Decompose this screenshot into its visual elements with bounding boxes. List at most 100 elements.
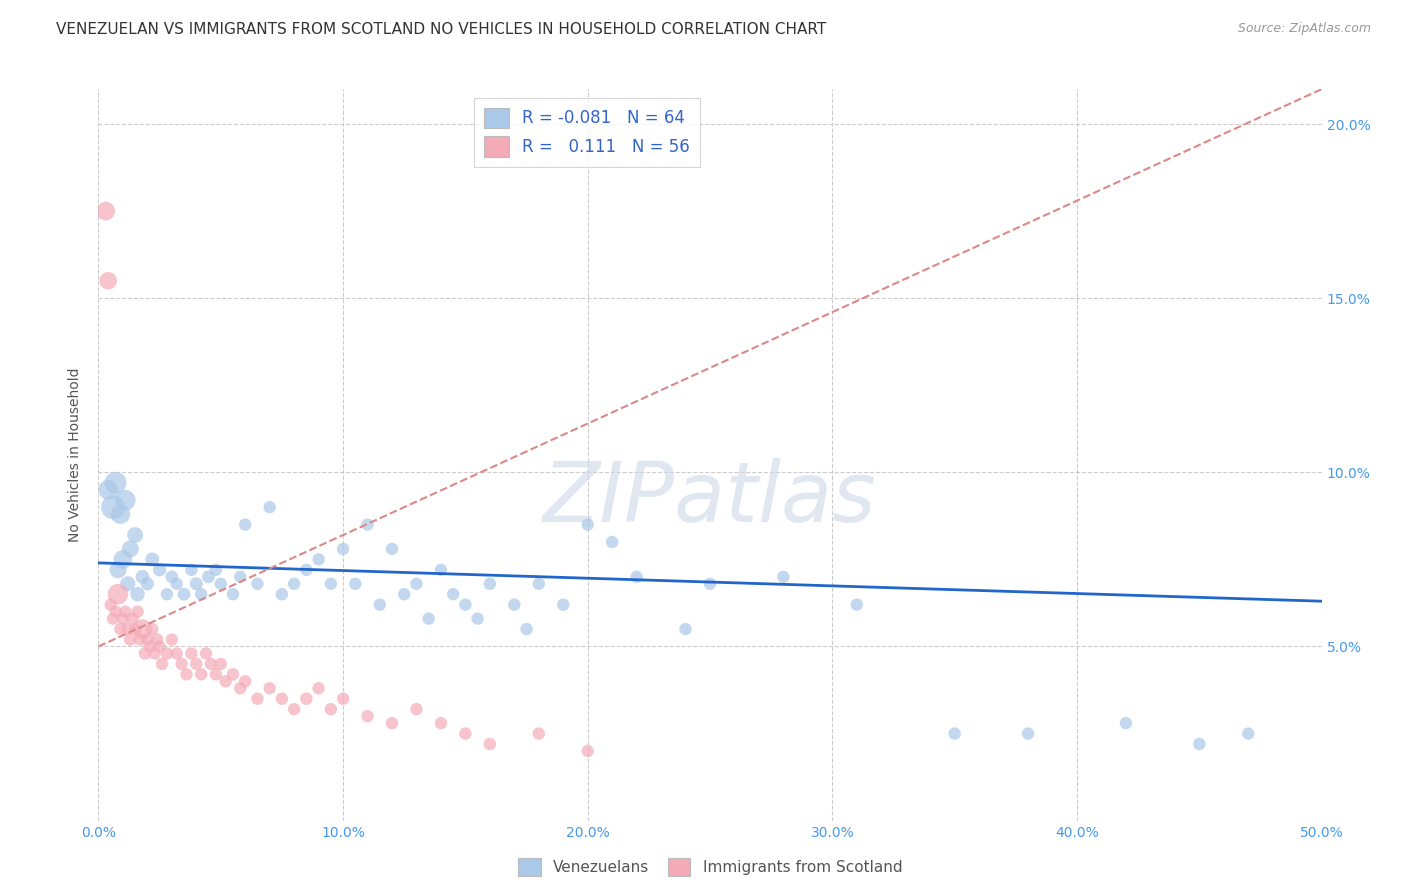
Point — [149, 640, 172, 654]
Point — [117, 622, 139, 636]
Point — [111, 612, 134, 626]
Point — [160, 632, 183, 647]
Point — [97, 274, 120, 288]
Point — [127, 605, 149, 619]
Point — [392, 587, 416, 601]
Point — [173, 587, 195, 601]
Point — [1017, 726, 1039, 740]
Point — [233, 674, 256, 689]
Point — [229, 681, 252, 696]
Point — [146, 632, 169, 647]
Point — [186, 657, 208, 671]
Point — [222, 667, 245, 681]
Point — [308, 681, 330, 696]
Point — [454, 726, 477, 740]
Point — [120, 541, 142, 556]
Point — [205, 667, 228, 681]
Point — [1237, 726, 1260, 740]
Point — [197, 570, 219, 584]
Point — [136, 576, 159, 591]
Point — [845, 598, 868, 612]
Point — [176, 667, 198, 681]
Point — [295, 691, 318, 706]
Point — [515, 622, 537, 636]
Point — [156, 647, 179, 661]
Point — [430, 716, 453, 731]
Point — [319, 702, 342, 716]
Point — [131, 570, 153, 584]
Point — [114, 605, 136, 619]
Point — [170, 657, 193, 671]
Point — [527, 576, 550, 591]
Point — [283, 702, 305, 716]
Point — [124, 622, 146, 636]
Point — [626, 570, 648, 584]
Point — [675, 622, 697, 636]
Point — [141, 552, 163, 566]
Point — [104, 475, 127, 490]
Point — [205, 563, 228, 577]
Point — [478, 737, 501, 751]
Point — [259, 681, 281, 696]
Point — [222, 587, 245, 601]
Point — [186, 576, 208, 591]
Point — [441, 587, 464, 601]
Point — [124, 528, 146, 542]
Point — [229, 570, 252, 584]
Point — [430, 563, 453, 577]
Point — [319, 576, 342, 591]
Point — [101, 500, 124, 515]
Point — [332, 541, 354, 556]
Point — [332, 691, 354, 706]
Point — [107, 587, 129, 601]
Point — [143, 647, 166, 661]
Point — [467, 612, 489, 626]
Point — [381, 541, 404, 556]
Point — [101, 612, 124, 626]
Point — [527, 726, 550, 740]
Text: ZIPatlas: ZIPatlas — [543, 458, 877, 540]
Point — [195, 647, 218, 661]
Point — [576, 744, 599, 758]
Y-axis label: No Vehicles in Household: No Vehicles in Household — [69, 368, 83, 542]
Text: VENEZUELAN VS IMMIGRANTS FROM SCOTLAND NO VEHICLES IN HOUSEHOLD CORRELATION CHAR: VENEZUELAN VS IMMIGRANTS FROM SCOTLAND N… — [56, 22, 827, 37]
Point — [97, 483, 120, 497]
Point — [149, 563, 172, 577]
Point — [699, 576, 721, 591]
Point — [503, 598, 526, 612]
Point — [94, 204, 117, 219]
Point — [160, 570, 183, 584]
Point — [344, 576, 367, 591]
Point — [214, 674, 236, 689]
Point — [111, 552, 134, 566]
Point — [141, 622, 163, 636]
Point — [209, 576, 232, 591]
Point — [104, 605, 127, 619]
Point — [1188, 737, 1211, 751]
Point — [381, 716, 404, 731]
Point — [454, 598, 477, 612]
Point — [134, 647, 156, 661]
Point — [772, 570, 794, 584]
Point — [139, 640, 162, 654]
Point — [356, 517, 378, 532]
Legend: Venezuelans, Immigrants from Scotland: Venezuelans, Immigrants from Scotland — [512, 852, 908, 882]
Point — [246, 576, 269, 591]
Point — [110, 507, 132, 521]
Point — [295, 563, 318, 577]
Point — [259, 500, 281, 515]
Point — [107, 563, 129, 577]
Point — [190, 667, 212, 681]
Point — [117, 576, 139, 591]
Point — [136, 632, 159, 647]
Point — [246, 691, 269, 706]
Point — [120, 632, 142, 647]
Point — [368, 598, 391, 612]
Point — [270, 587, 294, 601]
Point — [943, 726, 966, 740]
Point — [156, 587, 179, 601]
Point — [308, 552, 330, 566]
Text: Source: ZipAtlas.com: Source: ZipAtlas.com — [1237, 22, 1371, 36]
Point — [233, 517, 256, 532]
Point — [100, 598, 122, 612]
